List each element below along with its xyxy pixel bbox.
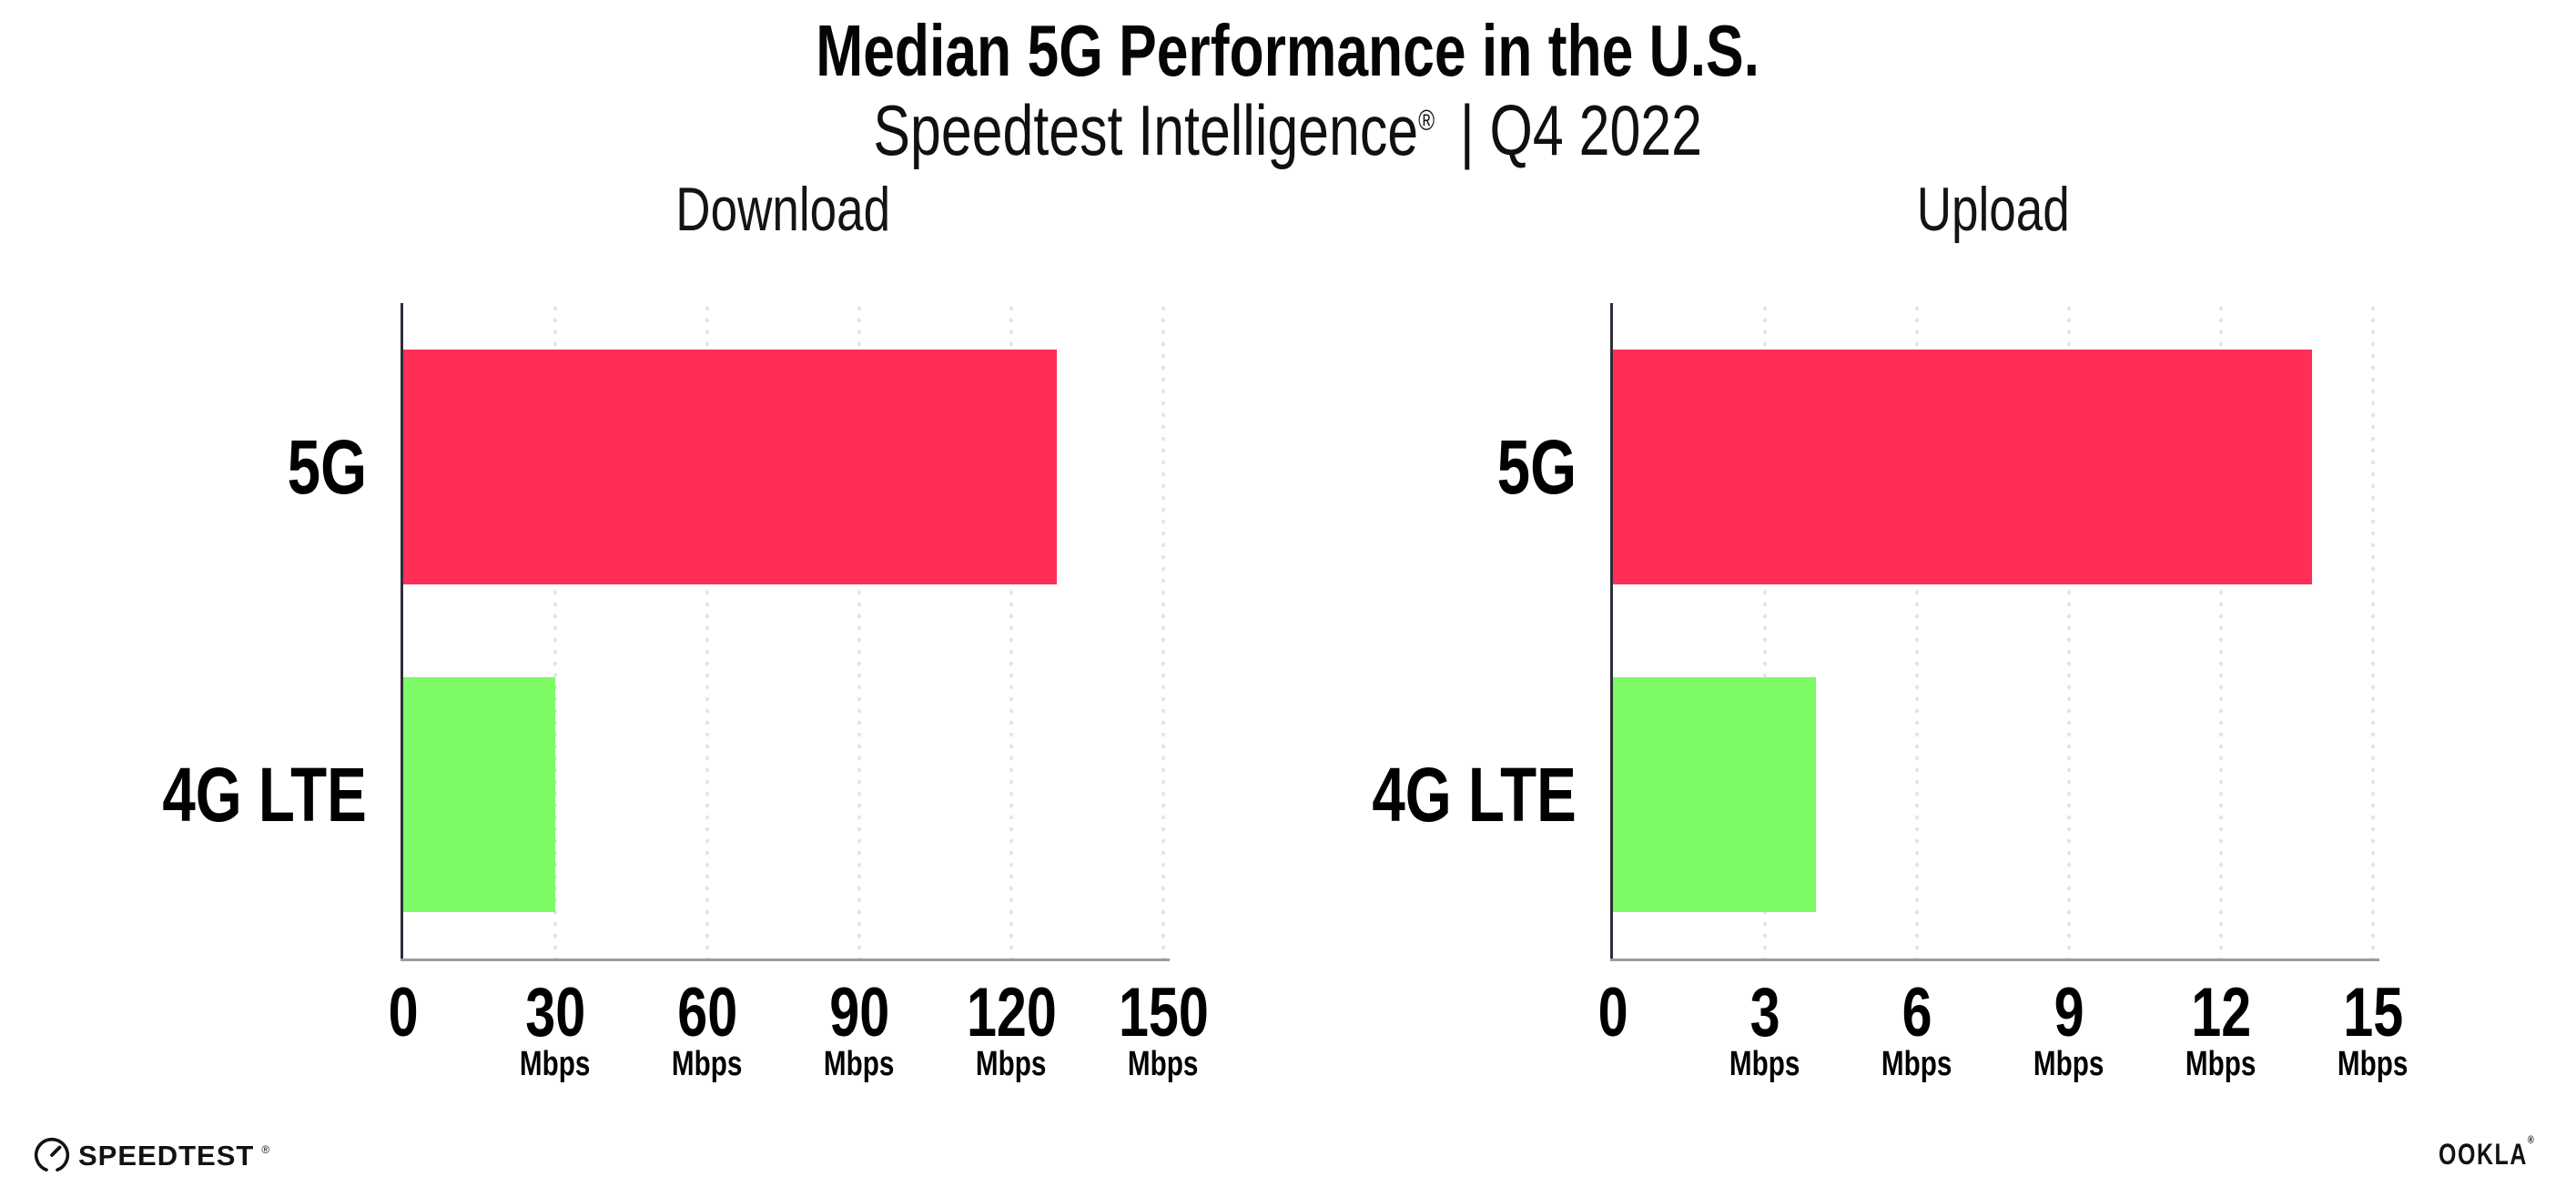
x-tick-label-text: 9 [2054, 974, 2084, 1051]
x-tick-label-text: 15 [2343, 974, 2403, 1051]
ookla-logo: OOKLA® [2425, 1134, 2549, 1171]
x-tick-label: 0 [303, 979, 503, 1048]
x-tick-label-text: 60 [677, 974, 737, 1051]
x-tick-unit: Mbps [607, 1047, 807, 1081]
x-tick-label: 30 [455, 979, 655, 1048]
x-tick-label: 15 [2273, 979, 2473, 1048]
x-tick-unit-text: Mbps [824, 1045, 895, 1083]
x-tick-label-text: 3 [1749, 974, 1780, 1051]
gridline [705, 303, 709, 959]
x-tick-label-text: 0 [1597, 974, 1628, 1051]
category-label-5g-text: 5G [1496, 424, 1577, 510]
page-subtitle: Speedtest Intelligence® | Q4 2022 [0, 95, 2576, 166]
ookla-logo-text: OOKLA® [2438, 1134, 2535, 1171]
x-tick-label: 60 [607, 979, 807, 1048]
x-tick-unit-text: Mbps [2186, 1045, 2257, 1083]
subtitle-brand: Speedtest Intelligence [873, 90, 1419, 170]
page-subtitle-text: Speedtest Intelligence® | Q4 2022 [874, 95, 1703, 166]
x-tick-label: 0 [1513, 979, 1713, 1048]
x-tick-label: 3 [1665, 979, 1865, 1048]
category-label-4g-lte-text: 4G LTE [162, 752, 367, 837]
ookla-label: OOKLA [2438, 1138, 2528, 1171]
x-tick-unit-text: Mbps [672, 1045, 743, 1083]
x-tick-label: 90 [759, 979, 959, 1048]
x-tick-unit: Mbps [1665, 1047, 1865, 1081]
speedtest-gauge-icon [34, 1137, 70, 1172]
x-tick-unit-text: Mbps [2033, 1045, 2104, 1083]
gridline [1161, 303, 1165, 959]
download-chart-title: Download [403, 178, 1163, 240]
x-tick-unit: Mbps [1063, 1047, 1263, 1081]
gridline [2067, 303, 2071, 959]
x-tick-label: 12 [2121, 979, 2321, 1048]
x-tick-label: 150 [1063, 979, 1263, 1048]
x-tick-unit: Mbps [759, 1047, 959, 1081]
category-label-4g-lte: 4G LTE [1267, 677, 1577, 912]
page-title: Median 5G Performance in the U.S. [0, 15, 2576, 87]
gridline [857, 303, 861, 959]
category-label-4g-lte: 4G LTE [57, 677, 367, 912]
bar-4g-lte [403, 677, 555, 912]
gridline [1009, 303, 1013, 959]
x-tick-unit-text: Mbps [1729, 1045, 1800, 1083]
registered-trademark-icon: ® [1418, 105, 1435, 137]
x-tick-unit: Mbps [911, 1047, 1111, 1081]
x-tick-unit: Mbps [2273, 1047, 2473, 1081]
category-label-5g: 5G [57, 350, 367, 584]
category-label-5g-text: 5G [287, 424, 367, 510]
gridline [553, 303, 557, 959]
speedtest-label: SPEEDTEST [78, 1139, 255, 1172]
x-tick-label-text: 0 [388, 974, 419, 1051]
x-tick-unit-text: Mbps [1881, 1045, 1952, 1083]
x-tick-label-text: 30 [525, 974, 585, 1051]
x-tick-unit: Mbps [455, 1047, 655, 1081]
download-chart-title-text: Download [675, 175, 891, 244]
upload-chart-title-text: Upload [1916, 175, 2070, 244]
x-tick-unit: Mbps [1817, 1047, 2017, 1081]
gridline [1763, 303, 1767, 959]
gridline [2219, 303, 2223, 959]
x-tick-unit: Mbps [2121, 1047, 2321, 1081]
upload-chart-title: Upload [1613, 178, 2373, 240]
x-tick-label-text: 6 [1902, 974, 1932, 1051]
bar-5g [1613, 350, 2313, 584]
x-axis-line [401, 959, 1170, 961]
category-label-5g: 5G [1267, 350, 1577, 584]
gridline [1915, 303, 1919, 959]
x-axis-line [1610, 959, 2379, 961]
x-tick-label: 6 [1817, 979, 2017, 1048]
bar-4g-lte [1613, 677, 1816, 912]
speedtest-registered-mark: ® [261, 1143, 270, 1156]
x-tick-unit-text: Mbps [2338, 1045, 2409, 1083]
x-tick-unit: Mbps [1969, 1047, 2169, 1081]
x-tick-label-text: 150 [1118, 974, 1209, 1051]
x-tick-label: 9 [1969, 979, 2169, 1048]
x-tick-label-text: 120 [966, 974, 1057, 1051]
subtitle-period: | Q4 2022 [1460, 90, 1703, 170]
y-axis-line [1610, 303, 1613, 961]
category-label-4g-lte-text: 4G LTE [1372, 752, 1577, 837]
speedtest-logo: SPEEDTEST ® [33, 1136, 269, 1174]
x-tick-label: 120 [911, 979, 1111, 1048]
x-tick-unit-text: Mbps [976, 1045, 1047, 1083]
ookla-registered-mark: ® [2527, 1133, 2535, 1146]
x-tick-unit-text: Mbps [520, 1045, 591, 1083]
gridline [2371, 303, 2375, 959]
x-tick-label-text: 12 [2191, 974, 2251, 1051]
bar-5g [403, 350, 1058, 584]
y-axis-line [401, 303, 403, 961]
page-title-text: Median 5G Performance in the U.S. [816, 10, 1760, 91]
x-tick-label-text: 90 [829, 974, 889, 1051]
x-tick-unit-text: Mbps [1128, 1045, 1199, 1083]
